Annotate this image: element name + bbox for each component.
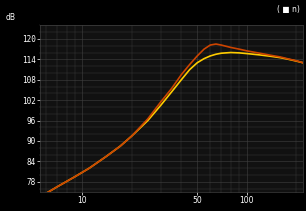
Text: dB: dB	[6, 13, 16, 22]
Text: ( ■ n): ( ■ n)	[277, 5, 300, 14]
